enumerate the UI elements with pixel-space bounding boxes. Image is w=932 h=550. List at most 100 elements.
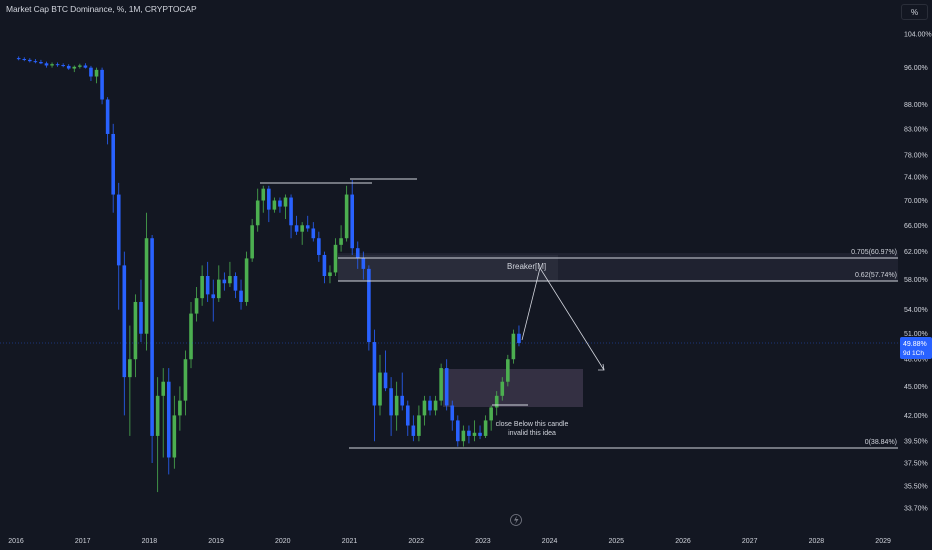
candle-body	[456, 420, 460, 442]
x-tick-label: 2026	[675, 538, 691, 545]
x-tick-label: 2025	[609, 538, 625, 545]
candle-body	[50, 64, 54, 66]
candle-body	[305, 225, 310, 229]
note-line-2: invalid this idea	[508, 430, 556, 437]
candle-body	[200, 276, 204, 299]
y-tick-label: 83.00%	[904, 126, 928, 133]
candle-body	[478, 432, 482, 436]
lightning-icon[interactable]	[510, 514, 522, 526]
candle-body	[417, 415, 421, 436]
candle-body	[239, 290, 243, 302]
candle-body	[155, 395, 160, 436]
last-price-tag-bg	[900, 337, 932, 359]
y-tick-label: 88.00%	[904, 102, 928, 109]
candle-body	[511, 333, 516, 360]
candle-body	[100, 69, 104, 100]
y-tick-label: 78.00%	[904, 153, 928, 160]
candle-body	[72, 66, 77, 69]
scale-button[interactable]: %	[901, 4, 928, 20]
candle-body	[83, 65, 88, 68]
candle-body	[506, 359, 510, 382]
candle-body	[183, 359, 188, 401]
candle-body	[55, 64, 60, 66]
candle-body	[433, 400, 438, 411]
candle-body	[367, 268, 371, 343]
x-tick-label: 2028	[809, 538, 825, 545]
candle-body	[105, 99, 110, 134]
candle-body	[139, 301, 143, 334]
candle-body	[172, 415, 177, 458]
zones	[338, 253, 898, 407]
candle-body	[378, 372, 382, 406]
last-price-tag: 49.88% 9d 1Ch	[900, 337, 932, 359]
x-tick-label: 2023	[475, 538, 491, 545]
candle-body	[233, 276, 238, 291]
candle-body	[122, 265, 127, 378]
candle-body	[444, 368, 449, 406]
y-tick-label: 66.00%	[904, 223, 928, 230]
candle-body	[261, 188, 266, 201]
last-price-value: 49.88%	[903, 341, 927, 348]
breaker-label: Breaker[M]	[507, 262, 546, 271]
x-tick-label: 2027	[742, 538, 758, 545]
projection-arrowhead	[598, 363, 605, 371]
chart-title: Market Cap BTC Dominance, %, 1M, CRYPTOC…	[6, 4, 197, 14]
candle-body	[205, 276, 210, 295]
y-tick-label: 70.00%	[904, 198, 928, 205]
candle-body	[178, 400, 182, 416]
candle-body	[494, 395, 499, 408]
y-tick-label: 74.00%	[904, 175, 928, 182]
fib-top-label: 0.705(60.97%)	[851, 249, 897, 256]
candle-body	[89, 67, 93, 77]
candle-body	[517, 333, 521, 344]
candle-body	[289, 197, 293, 226]
fib-mid-label: 0.62(57.74%)	[855, 272, 897, 279]
x-tick-label: 2022	[408, 538, 424, 545]
y-tick-label: 35.50%	[904, 484, 928, 491]
fib-bottom-label: 0(38.84%)	[865, 439, 897, 446]
candle-body	[322, 254, 327, 277]
candle-body	[489, 407, 493, 421]
y-tick-label: 45.00%	[904, 384, 928, 391]
candle-body	[467, 430, 471, 436]
y-tick-label: 33.70%	[904, 506, 928, 513]
y-tick-label: 96.00%	[904, 65, 928, 72]
candle-body	[22, 58, 27, 60]
candle-body	[383, 372, 388, 389]
candle-body	[217, 279, 221, 299]
x-tick-label: 2029	[875, 538, 891, 545]
candle-body	[28, 59, 32, 62]
candle-body	[411, 425, 416, 436]
candle-body	[222, 279, 227, 284]
candle-body	[150, 238, 154, 436]
candle-body	[189, 313, 193, 360]
candle-body	[61, 65, 65, 67]
candle-body	[144, 238, 149, 334]
x-tick-label: 2016	[8, 538, 24, 545]
candle-body	[400, 395, 405, 406]
candle-body	[267, 188, 271, 210]
candle-body	[111, 133, 115, 195]
x-tick-label: 2024	[542, 538, 558, 545]
candle-body	[128, 359, 132, 378]
candle-body	[333, 244, 338, 273]
candle-body	[344, 194, 349, 239]
candle-body	[422, 400, 427, 416]
candle-body	[166, 381, 171, 458]
breaker-zone-fill	[338, 255, 558, 281]
y-tick-label: 54.00%	[904, 307, 928, 314]
candle-body	[461, 430, 466, 442]
y-tick-label: 48.00%	[904, 357, 928, 364]
candle-body	[194, 298, 199, 314]
x-axis: 2016 2017 2018 2019 2020 2021 2022 2023 2024 2025…	[8, 538, 891, 545]
candle-body	[339, 238, 343, 245]
candle-body	[161, 381, 166, 396]
candle-body	[311, 228, 316, 239]
candle-body	[66, 65, 71, 69]
candle-body	[211, 294, 216, 299]
y-axis: 104.00% 96.00% 88.00% 83.00% 78.00% 74.00% 70.…	[904, 32, 932, 513]
x-tick-label: 2019	[208, 538, 224, 545]
candle-body	[228, 276, 232, 284]
y-tick-label: 51.00%	[904, 331, 928, 338]
